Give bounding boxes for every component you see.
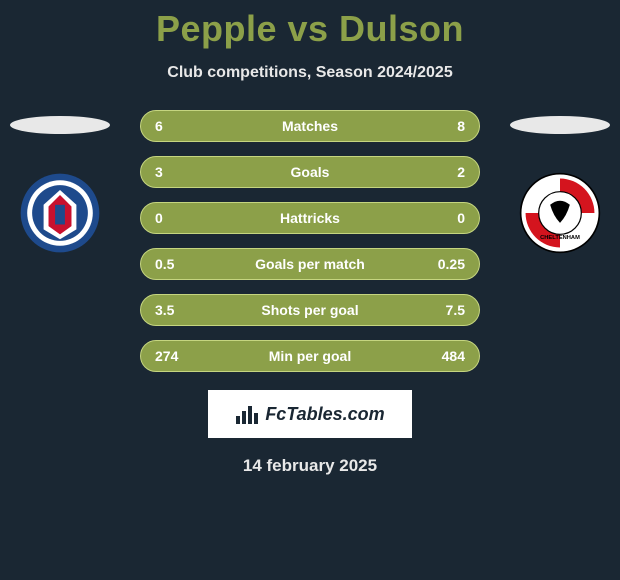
stat-row-goals: 3 Goals 2 xyxy=(140,156,480,188)
stat-right-value: 8 xyxy=(425,118,465,134)
chart-bars-icon xyxy=(235,404,259,424)
watermark: FcTables.com xyxy=(208,390,412,438)
stat-label: Min per goal xyxy=(195,348,425,364)
stat-label: Hattricks xyxy=(195,210,425,226)
date-text: 14 february 2025 xyxy=(0,456,620,476)
stat-row-gpm: 0.5 Goals per match 0.25 xyxy=(140,248,480,280)
stat-right-value: 7.5 xyxy=(425,302,465,318)
cheltenham-badge-icon: CHELTENHAM xyxy=(519,172,601,254)
stat-left-value: 0 xyxy=(155,210,195,226)
player-right-column: CHELTENHAM xyxy=(500,110,620,254)
team-left-badge xyxy=(19,172,101,254)
stat-left-value: 0.5 xyxy=(155,256,195,272)
stat-row-matches: 6 Matches 8 xyxy=(140,110,480,142)
stat-right-value: 2 xyxy=(425,164,465,180)
player-right-silhouette xyxy=(510,116,610,134)
team-right-badge: CHELTENHAM xyxy=(519,172,601,254)
stat-left-value: 3.5 xyxy=(155,302,195,318)
stat-label: Goals xyxy=(195,164,425,180)
watermark-text: FcTables.com xyxy=(265,404,384,425)
stat-label: Goals per match xyxy=(195,256,425,272)
stat-right-value: 484 xyxy=(425,348,465,364)
chesterfield-badge-icon xyxy=(19,172,101,254)
stat-label: Matches xyxy=(195,118,425,134)
stat-label: Shots per goal xyxy=(195,302,425,318)
player-left-column xyxy=(0,110,120,254)
svg-text:CHELTENHAM: CHELTENHAM xyxy=(540,235,580,241)
stat-row-mpg: 274 Min per goal 484 xyxy=(140,340,480,372)
stats-list: 6 Matches 8 3 Goals 2 0 Hattricks 0 0.5 … xyxy=(140,110,480,372)
stat-right-value: 0.25 xyxy=(425,256,465,272)
stat-row-spg: 3.5 Shots per goal 7.5 xyxy=(140,294,480,326)
subtitle: Club competitions, Season 2024/2025 xyxy=(0,64,620,82)
stat-right-value: 0 xyxy=(425,210,465,226)
page-title: Pepple vs Dulson xyxy=(0,0,620,50)
comparison-content: CHELTENHAM 6 Matches 8 3 Goals 2 0 Hattr… xyxy=(0,110,620,476)
player-left-silhouette xyxy=(10,116,110,134)
stat-row-hattricks: 0 Hattricks 0 xyxy=(140,202,480,234)
stat-left-value: 274 xyxy=(155,348,195,364)
stat-left-value: 3 xyxy=(155,164,195,180)
stat-left-value: 6 xyxy=(155,118,195,134)
